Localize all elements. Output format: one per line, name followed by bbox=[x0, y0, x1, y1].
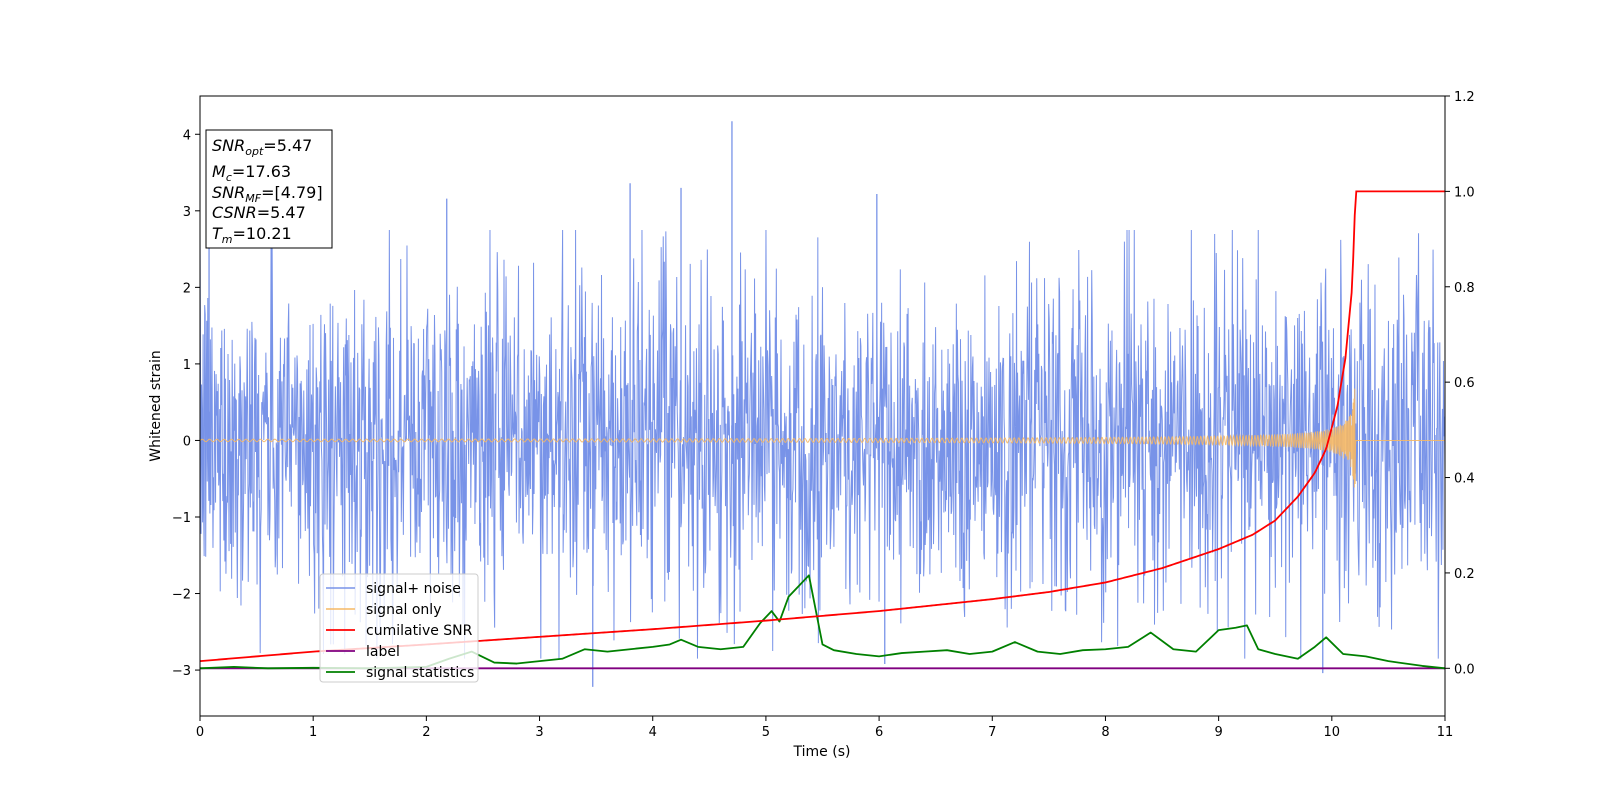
y-tick-label: −1 bbox=[172, 511, 191, 526]
x-tick-label: 6 bbox=[875, 725, 883, 740]
x-tick-label: 0 bbox=[196, 725, 204, 740]
x-tick-label: 2 bbox=[422, 725, 430, 740]
y2-tick-label: 0.2 bbox=[1454, 567, 1475, 582]
x-tick-label: 9 bbox=[1214, 725, 1222, 740]
y-axis-label: Whitened strain bbox=[148, 350, 164, 461]
y2-tick-label: 1.0 bbox=[1454, 185, 1475, 200]
annotation-snr-opt: SNRopt=5.47 bbox=[212, 136, 312, 158]
legend: signal+ noise signal only cumilative SNR la… bbox=[319, 573, 479, 683]
y2-tick-label: 1.2 bbox=[1454, 90, 1475, 105]
x-axis-label: Time (s) bbox=[793, 744, 851, 760]
legend-entry-label: label bbox=[366, 644, 400, 660]
x-tick-label: 8 bbox=[1101, 725, 1109, 740]
y-tick-label: 1 bbox=[183, 358, 191, 373]
y2-tick-label: 0.6 bbox=[1454, 376, 1475, 391]
y-tick-label: 4 bbox=[183, 128, 191, 143]
legend-frame bbox=[319, 573, 479, 683]
y2-tick-label: 0.0 bbox=[1454, 662, 1475, 677]
y2-tick-label: 0.4 bbox=[1454, 472, 1475, 487]
axes-layer: 0 1 2 3 4 5 6 7 8 9 10 11 −3 −2 −1 0 1 2 3 4 0.0 0.2 0.4 0.6 0.8… bbox=[172, 90, 1475, 740]
series-signal-only-line bbox=[200, 388, 1445, 488]
x-tick-label: 1 bbox=[309, 725, 317, 740]
y-tick-label: 2 bbox=[183, 281, 191, 296]
parameter-annotation-box: SNRopt=5.47 Mc=17.63 SNRMF=[4.79] CSNR=5… bbox=[205, 129, 333, 249]
x-tick-label: 11 bbox=[1437, 725, 1454, 740]
y2-tick-label: 0.8 bbox=[1454, 281, 1475, 296]
x-tick-label: 3 bbox=[535, 725, 543, 740]
x-tick-label: 4 bbox=[649, 725, 657, 740]
series-signal-statistics-line bbox=[200, 574, 1445, 670]
legend-entry-label: cumilative SNR bbox=[366, 623, 473, 639]
annotation-tm: Tm=10.21 bbox=[212, 224, 292, 246]
x-tick-label: 7 bbox=[988, 725, 996, 740]
legend-entry-label: signal+ noise bbox=[366, 581, 461, 597]
legend-entry-label: signal statistics bbox=[366, 665, 474, 681]
annotation-snr-mf: SNRMF=[4.79] bbox=[212, 183, 323, 205]
x-tick-label: 10 bbox=[1324, 725, 1341, 740]
annotation-mc: Mc=17.63 bbox=[212, 162, 291, 184]
y-tick-label: 0 bbox=[183, 434, 191, 449]
series-signal-noise-line bbox=[200, 229, 1445, 659]
y-tick-label: −2 bbox=[172, 588, 191, 603]
annotation-csnr: CSNR=5.47 bbox=[212, 203, 306, 222]
annotation-frame bbox=[205, 129, 333, 249]
x-tick-label: 5 bbox=[762, 725, 770, 740]
y-tick-label: −3 bbox=[172, 664, 191, 679]
legend-entry-label: signal only bbox=[366, 602, 441, 618]
y-tick-label: 3 bbox=[183, 205, 191, 220]
plot-frame bbox=[199, 95, 1446, 717]
